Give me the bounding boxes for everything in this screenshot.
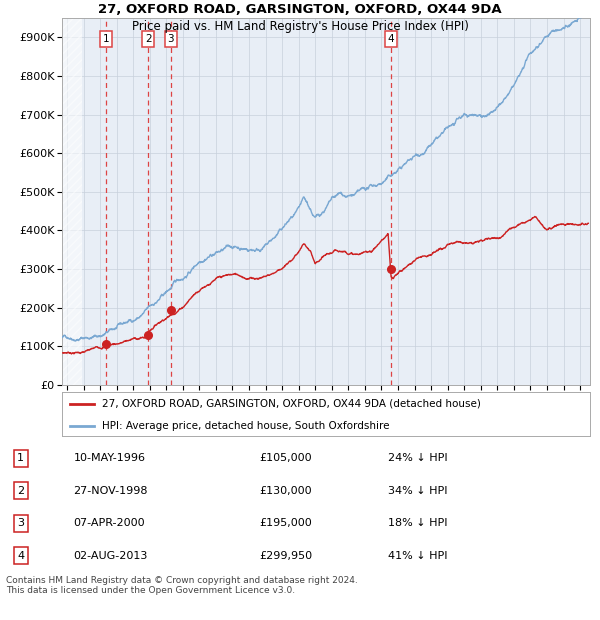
Text: 34% ↓ HPI: 34% ↓ HPI — [388, 485, 448, 496]
Text: 4: 4 — [17, 551, 24, 560]
Text: 18% ↓ HPI: 18% ↓ HPI — [388, 518, 448, 528]
Text: Price paid vs. HM Land Registry's House Price Index (HPI): Price paid vs. HM Land Registry's House … — [131, 20, 469, 33]
Text: 4: 4 — [388, 34, 394, 44]
Text: 07-APR-2000: 07-APR-2000 — [74, 518, 145, 528]
Text: 27, OXFORD ROAD, GARSINGTON, OXFORD, OX44 9DA: 27, OXFORD ROAD, GARSINGTON, OXFORD, OX4… — [98, 3, 502, 16]
Text: 24% ↓ HPI: 24% ↓ HPI — [388, 453, 448, 463]
Text: 1: 1 — [17, 453, 24, 463]
Text: £299,950: £299,950 — [259, 551, 312, 560]
Text: Contains HM Land Registry data © Crown copyright and database right 2024.
This d: Contains HM Land Registry data © Crown c… — [6, 576, 358, 595]
Text: HPI: Average price, detached house, South Oxfordshire: HPI: Average price, detached house, Sout… — [101, 422, 389, 432]
Text: £195,000: £195,000 — [259, 518, 311, 528]
Text: £130,000: £130,000 — [259, 485, 311, 496]
Text: 3: 3 — [167, 34, 174, 44]
Text: 1: 1 — [103, 34, 109, 44]
Text: £105,000: £105,000 — [259, 453, 311, 463]
Text: 27, OXFORD ROAD, GARSINGTON, OXFORD, OX44 9DA (detached house): 27, OXFORD ROAD, GARSINGTON, OXFORD, OX4… — [101, 399, 481, 409]
Bar — [62, 18, 82, 385]
Text: 27-NOV-1998: 27-NOV-1998 — [74, 485, 148, 496]
Text: 2: 2 — [145, 34, 151, 44]
Text: 10-MAY-1996: 10-MAY-1996 — [74, 453, 146, 463]
Text: 2: 2 — [17, 485, 24, 496]
Text: 3: 3 — [17, 518, 24, 528]
Text: 02-AUG-2013: 02-AUG-2013 — [74, 551, 148, 560]
Text: 41% ↓ HPI: 41% ↓ HPI — [388, 551, 448, 560]
